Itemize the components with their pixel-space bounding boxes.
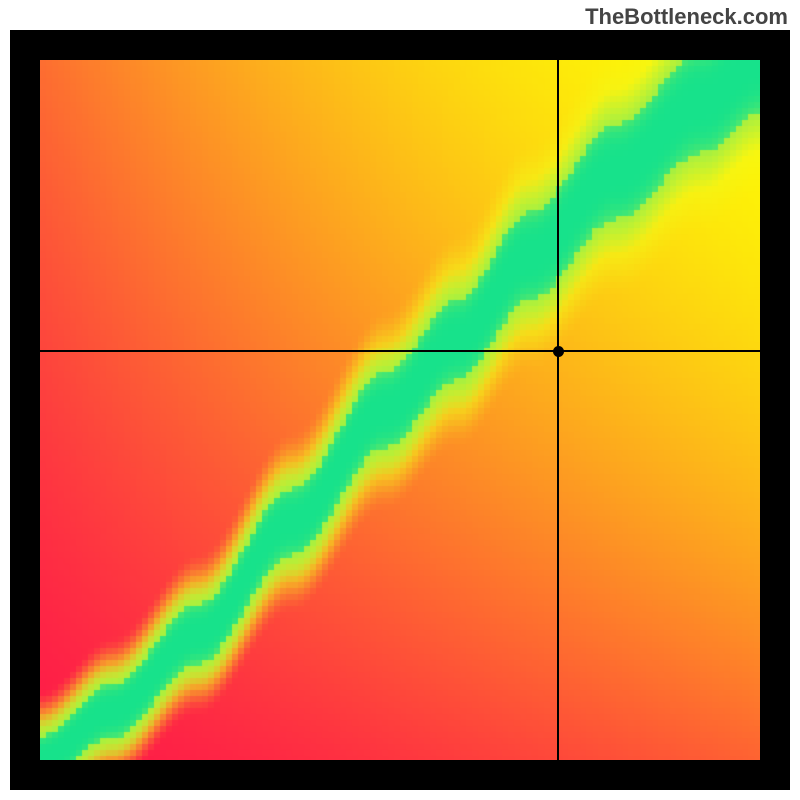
chart-container: TheBottleneck.com (0, 0, 800, 800)
watermark-text: TheBottleneck.com (585, 4, 788, 30)
crosshair-horizontal (40, 350, 760, 352)
heatmap-canvas (40, 60, 760, 760)
heatmap-plot (40, 60, 760, 760)
crosshair-vertical (557, 60, 559, 760)
crosshair-marker (553, 346, 564, 357)
